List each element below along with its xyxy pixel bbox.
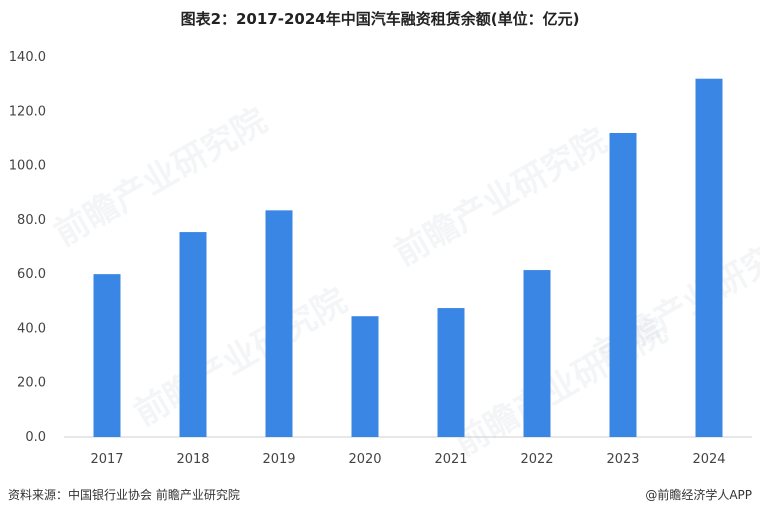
y-tick-label: 80.0 (17, 213, 46, 228)
bar-2021 (437, 308, 465, 437)
x-tick-label: 2017 (90, 452, 123, 467)
x-tick-label: 2023 (606, 452, 639, 467)
y-tick-label: 40.0 (17, 321, 46, 336)
x-tick-label: 2020 (348, 452, 381, 467)
y-tick-label: 140.0 (9, 50, 46, 65)
x-tick-label: 2024 (692, 452, 725, 467)
y-tick-label: 120.0 (9, 104, 46, 119)
y-tick-label: 100.0 (9, 159, 46, 174)
y-tick-label: 60.0 (17, 267, 46, 282)
x-tick-label: 2021 (434, 452, 467, 467)
x-tick-label: 2022 (520, 452, 553, 467)
y-tick-label: 0.0 (25, 430, 46, 445)
bar-2018 (179, 232, 207, 437)
bar-2020 (351, 316, 379, 437)
x-tick-label: 2018 (176, 452, 209, 467)
source-note: 资料来源：中国银行业协会 前瞻产业研究院 (8, 488, 240, 502)
chart-title: 图表2：2017-2024年中国汽车融资租赁余额(单位：亿元) (180, 10, 580, 28)
x-tick-label: 2019 (262, 452, 295, 467)
bar-2023 (609, 133, 637, 437)
bar-2024 (695, 78, 723, 437)
bar-2022 (523, 270, 551, 437)
bar-2019 (265, 210, 293, 437)
bar-2017 (93, 274, 121, 437)
y-tick-label: 20.0 (17, 376, 46, 391)
credit-note: @前瞻经济学人APP (645, 488, 752, 502)
